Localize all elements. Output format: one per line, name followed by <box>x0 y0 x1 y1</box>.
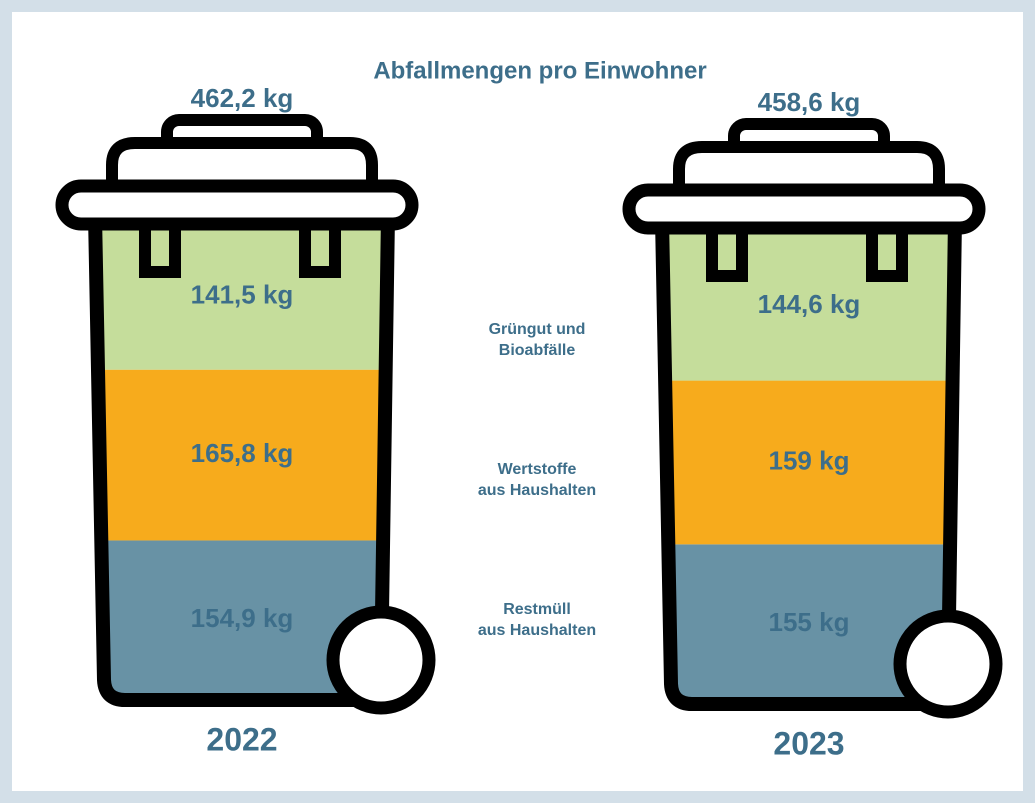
legend-entry: Restmüll aus Haushalten <box>477 601 597 639</box>
total-label: 458,6 kg <box>758 87 861 117</box>
rim <box>622 183 986 235</box>
rim <box>55 179 419 231</box>
legend-entry: Grüngut und Bioabfälle <box>488 321 586 359</box>
segment <box>95 369 388 541</box>
chart-title: Abfallmengen pro Einwohner <box>373 57 706 84</box>
category-label: 2022 <box>206 721 277 757</box>
value-label: 141,5 kg <box>191 280 294 310</box>
value-label: 165,8 kg <box>191 438 294 468</box>
lid <box>673 141 945 200</box>
wheel <box>326 605 436 715</box>
value-label: 155 kg <box>769 607 850 637</box>
legend-entry: Wertstoffe aus Haushalten <box>477 461 597 499</box>
value-label: 154,9 kg <box>191 603 294 633</box>
total-label: 462,2 kg <box>191 83 294 113</box>
wheel <box>893 609 1003 719</box>
segment <box>662 380 955 545</box>
lid <box>106 137 378 196</box>
category-label: 2023 <box>773 725 844 761</box>
value-label: 159 kg <box>769 445 850 475</box>
value-label: 144,6 kg <box>758 289 861 319</box>
